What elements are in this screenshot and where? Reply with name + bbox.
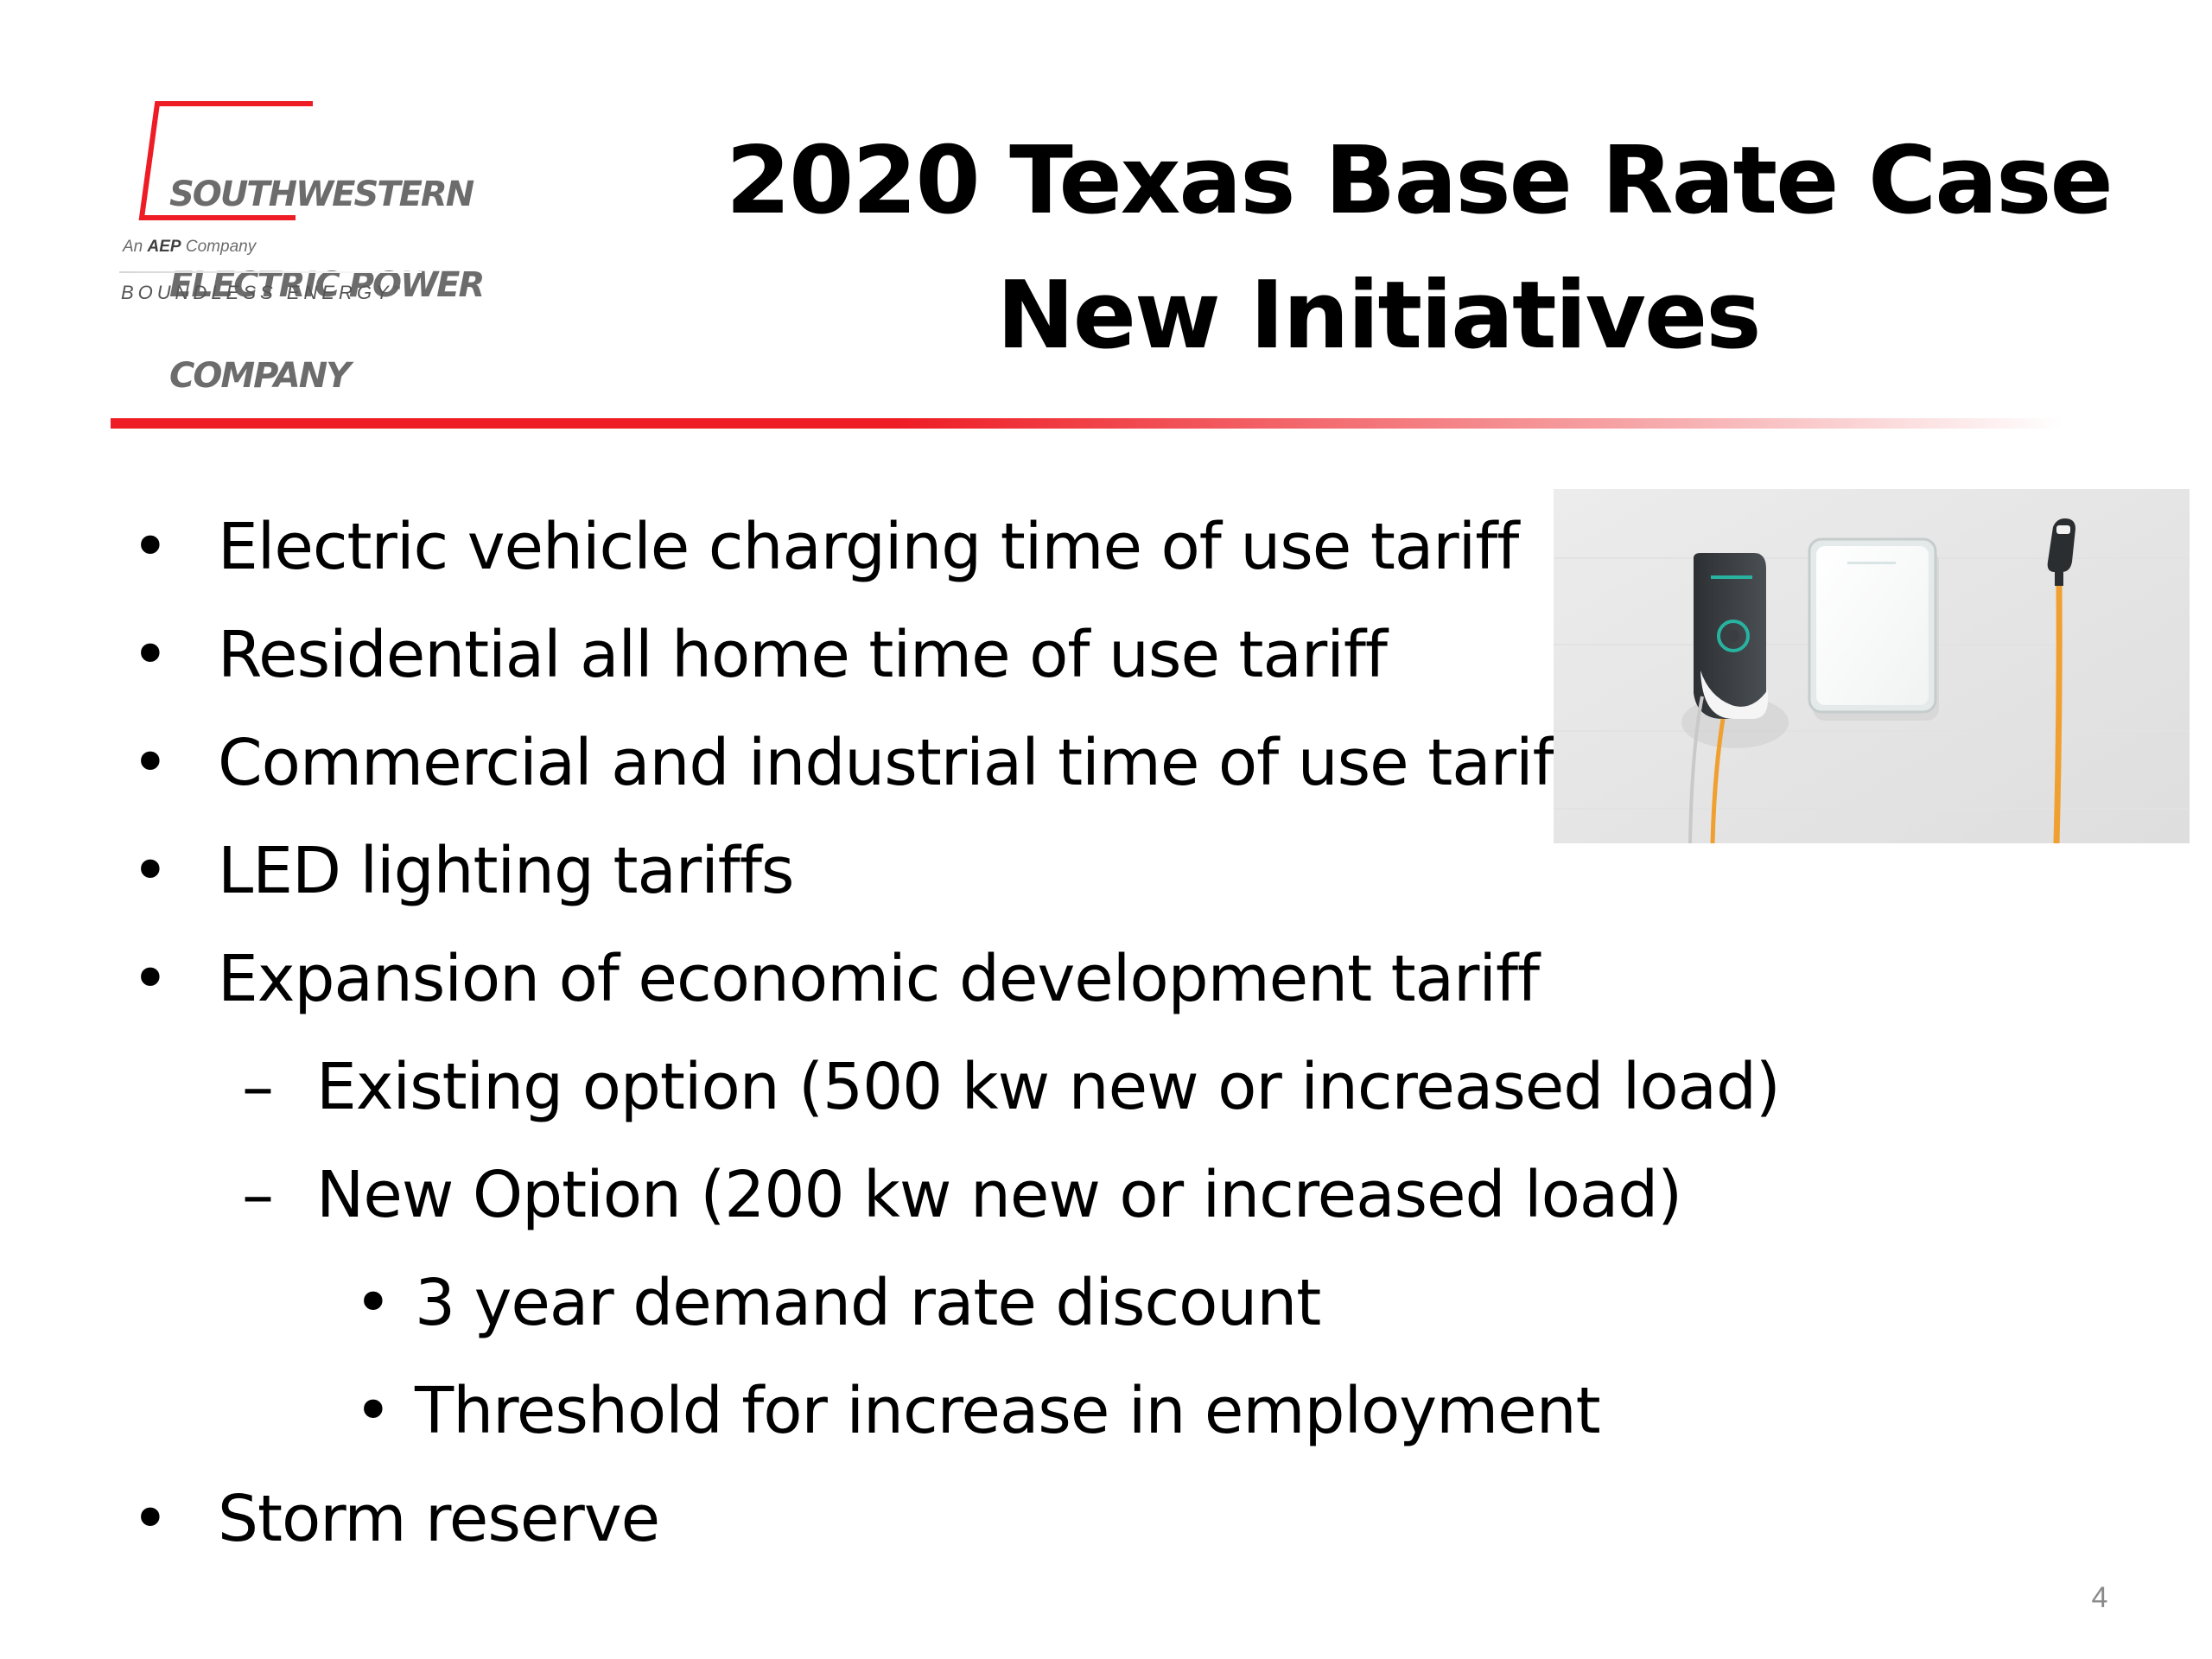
sub-bullet-marker: –: [242, 1158, 274, 1232]
bullet-text: LED lighting tariffs: [218, 834, 794, 908]
sub-sub-bullet-marker: •: [354, 1374, 392, 1448]
sub-sub-bullet-marker: •: [354, 1266, 392, 1340]
ev-charger-illustration: [1554, 489, 2190, 843]
company-logo: SOUTHWESTERN ELECTRIC POWER COMPANY An A…: [119, 97, 485, 393]
sub-bullet-text: New Option (200 kw new or increased load…: [316, 1158, 1682, 1232]
logo-affiliation-suffix: Company: [185, 238, 257, 256]
bullet-marker: •: [131, 618, 169, 692]
logo-name-line-3: COMPANY: [169, 356, 351, 396]
bullet-text: Expansion of economic development tariff: [218, 942, 1540, 1016]
logo-affiliation-brand: AEP: [147, 238, 181, 256]
sub-sub-bullet-text: 3 year demand rate discount: [415, 1266, 1321, 1340]
bullet-marker: •: [131, 1482, 169, 1556]
logo-name-line-1: SOUTHWESTERN: [169, 175, 474, 214]
sub-bullet-text: Existing option (500 kw new or increased…: [316, 1050, 1781, 1124]
slide-title-line-1: 2020 Texas Base Rate Case: [726, 127, 2113, 235]
logo-tagline-text: BOUNDLESS ENERGY: [121, 282, 393, 303]
ev-charger-photo: [1554, 489, 2190, 843]
page-number: 4: [2091, 1581, 2108, 1614]
bullet-text: Electric vehicle charging time of use ta…: [218, 510, 1519, 584]
logo-tagline-tm-icon: ™: [392, 284, 401, 294]
logo-affiliation-prefix: An: [123, 238, 143, 256]
logo-affiliation: An AEP Company: [123, 238, 256, 257]
bullet-marker: •: [131, 834, 169, 908]
logo-company-name: SOUTHWESTERN ELECTRIC POWER COMPANY: [169, 119, 485, 452]
bullet-text: Residential all home time of use tariff: [218, 618, 1388, 692]
bullet-marker: •: [131, 510, 169, 584]
bullet-text: Storm reserve: [218, 1482, 660, 1556]
bullet-text: Commercial and industrial time of use ta…: [218, 726, 1577, 800]
slide-title-line-2: New Initiatives: [996, 262, 1761, 370]
logo-name-line-2: ELECTRIC POWER: [169, 265, 485, 305]
logo-frame-icon: [138, 101, 313, 220]
sub-sub-bullet-text: Threshold for increase in employment: [415, 1374, 1601, 1448]
sub-bullet-marker: –: [242, 1050, 274, 1124]
logo-tagline: BOUNDLESS ENERGY™: [121, 282, 401, 304]
logo-divider: [119, 271, 422, 273]
bullet-marker: •: [131, 942, 169, 1016]
slide-title: 2020 Texas Base Rate Case New Initiative…: [726, 114, 2113, 384]
title-divider: [111, 418, 2063, 429]
bullet-marker: •: [131, 726, 169, 800]
